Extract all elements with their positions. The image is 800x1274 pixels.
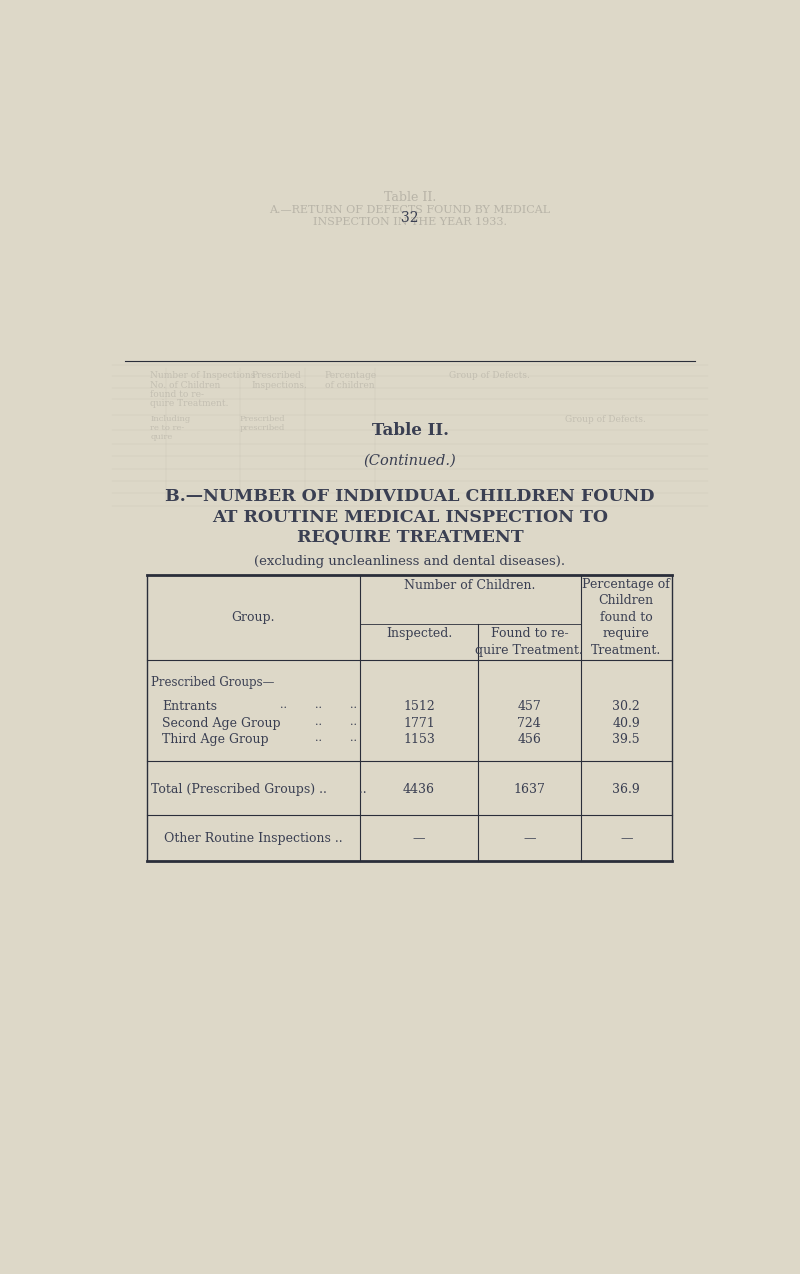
Text: Second Age Group: Second Age Group [162,716,281,730]
Text: Number of Children.: Number of Children. [404,580,536,592]
Text: AT ROUTINE MEDICAL INSPECTION TO: AT ROUTINE MEDICAL INSPECTION TO [212,508,608,526]
Text: Entrants: Entrants [162,699,217,712]
Text: —: — [413,832,425,845]
Text: REQUIRE TREATMENT: REQUIRE TREATMENT [297,530,523,547]
Text: 1637: 1637 [514,782,546,796]
Text: Group.: Group. [231,610,275,624]
Text: Prescribed: Prescribed [251,371,301,380]
Text: Found to re-
quire Treatment.: Found to re- quire Treatment. [475,627,583,656]
Text: ..        ..: .. .. [314,716,357,726]
Text: found to re-: found to re- [150,390,204,399]
Text: ..        ..: .. .. [314,734,357,744]
Text: Prescribed: Prescribed [239,414,285,423]
Text: Inspections.: Inspections. [251,381,307,390]
Text: 4436: 4436 [403,782,435,796]
Text: No. of Children: No. of Children [150,381,221,390]
Text: 40.9: 40.9 [612,716,640,730]
Text: 1153: 1153 [403,734,435,747]
Text: prescribed: prescribed [239,424,285,432]
Text: B.—NUMBER OF INDIVIDUAL CHILDREN FOUND: B.—NUMBER OF INDIVIDUAL CHILDREN FOUND [166,488,654,505]
Text: Inspected.: Inspected. [386,627,452,641]
Text: 724: 724 [518,716,542,730]
Text: ..        ..        ..: .. .. .. [279,699,357,710]
Text: 457: 457 [518,699,542,712]
Text: Percentage of
Children
found to
require
Treatment.: Percentage of Children found to require … [582,578,670,657]
Text: Group of Defects.: Group of Defects. [565,414,646,424]
Text: Prescribed Groups—: Prescribed Groups— [151,676,274,689]
Text: 32: 32 [402,210,418,224]
Text: Other Routine Inspections ..: Other Routine Inspections .. [164,832,342,845]
Text: re to re-: re to re- [150,424,185,432]
Text: 39.5: 39.5 [613,734,640,747]
Text: 456: 456 [518,734,542,747]
Text: (excluding uncleanliness and dental diseases).: (excluding uncleanliness and dental dise… [254,554,566,568]
Text: —: — [620,832,633,845]
Text: Number of Inspections: Number of Inspections [150,371,256,380]
Text: quire Treatment.: quire Treatment. [150,399,229,408]
Text: Percentage: Percentage [325,371,377,380]
Text: Table II.: Table II. [371,423,449,440]
Text: A.—RETURN OF DEFECTS FOUND BY MEDICAL: A.—RETURN OF DEFECTS FOUND BY MEDICAL [270,205,550,215]
Text: Total (Prescribed Groups) ..        ..: Total (Prescribed Groups) .. .. [151,782,366,796]
Text: INSPECTION IN THE YEAR 1933.: INSPECTION IN THE YEAR 1933. [313,217,507,227]
Text: of children: of children [325,381,374,390]
Text: —: — [523,832,536,845]
Text: 30.2: 30.2 [612,699,640,712]
Text: quire: quire [150,433,173,441]
Text: 1771: 1771 [403,716,434,730]
Text: Group of Defects.: Group of Defects. [449,371,530,380]
Text: 36.9: 36.9 [612,782,640,796]
Text: Including: Including [150,414,190,423]
Text: Table II.: Table II. [384,191,436,204]
Text: Third Age Group: Third Age Group [162,734,269,747]
Text: (Continued.): (Continued.) [364,454,456,468]
Text: 1512: 1512 [403,699,434,712]
